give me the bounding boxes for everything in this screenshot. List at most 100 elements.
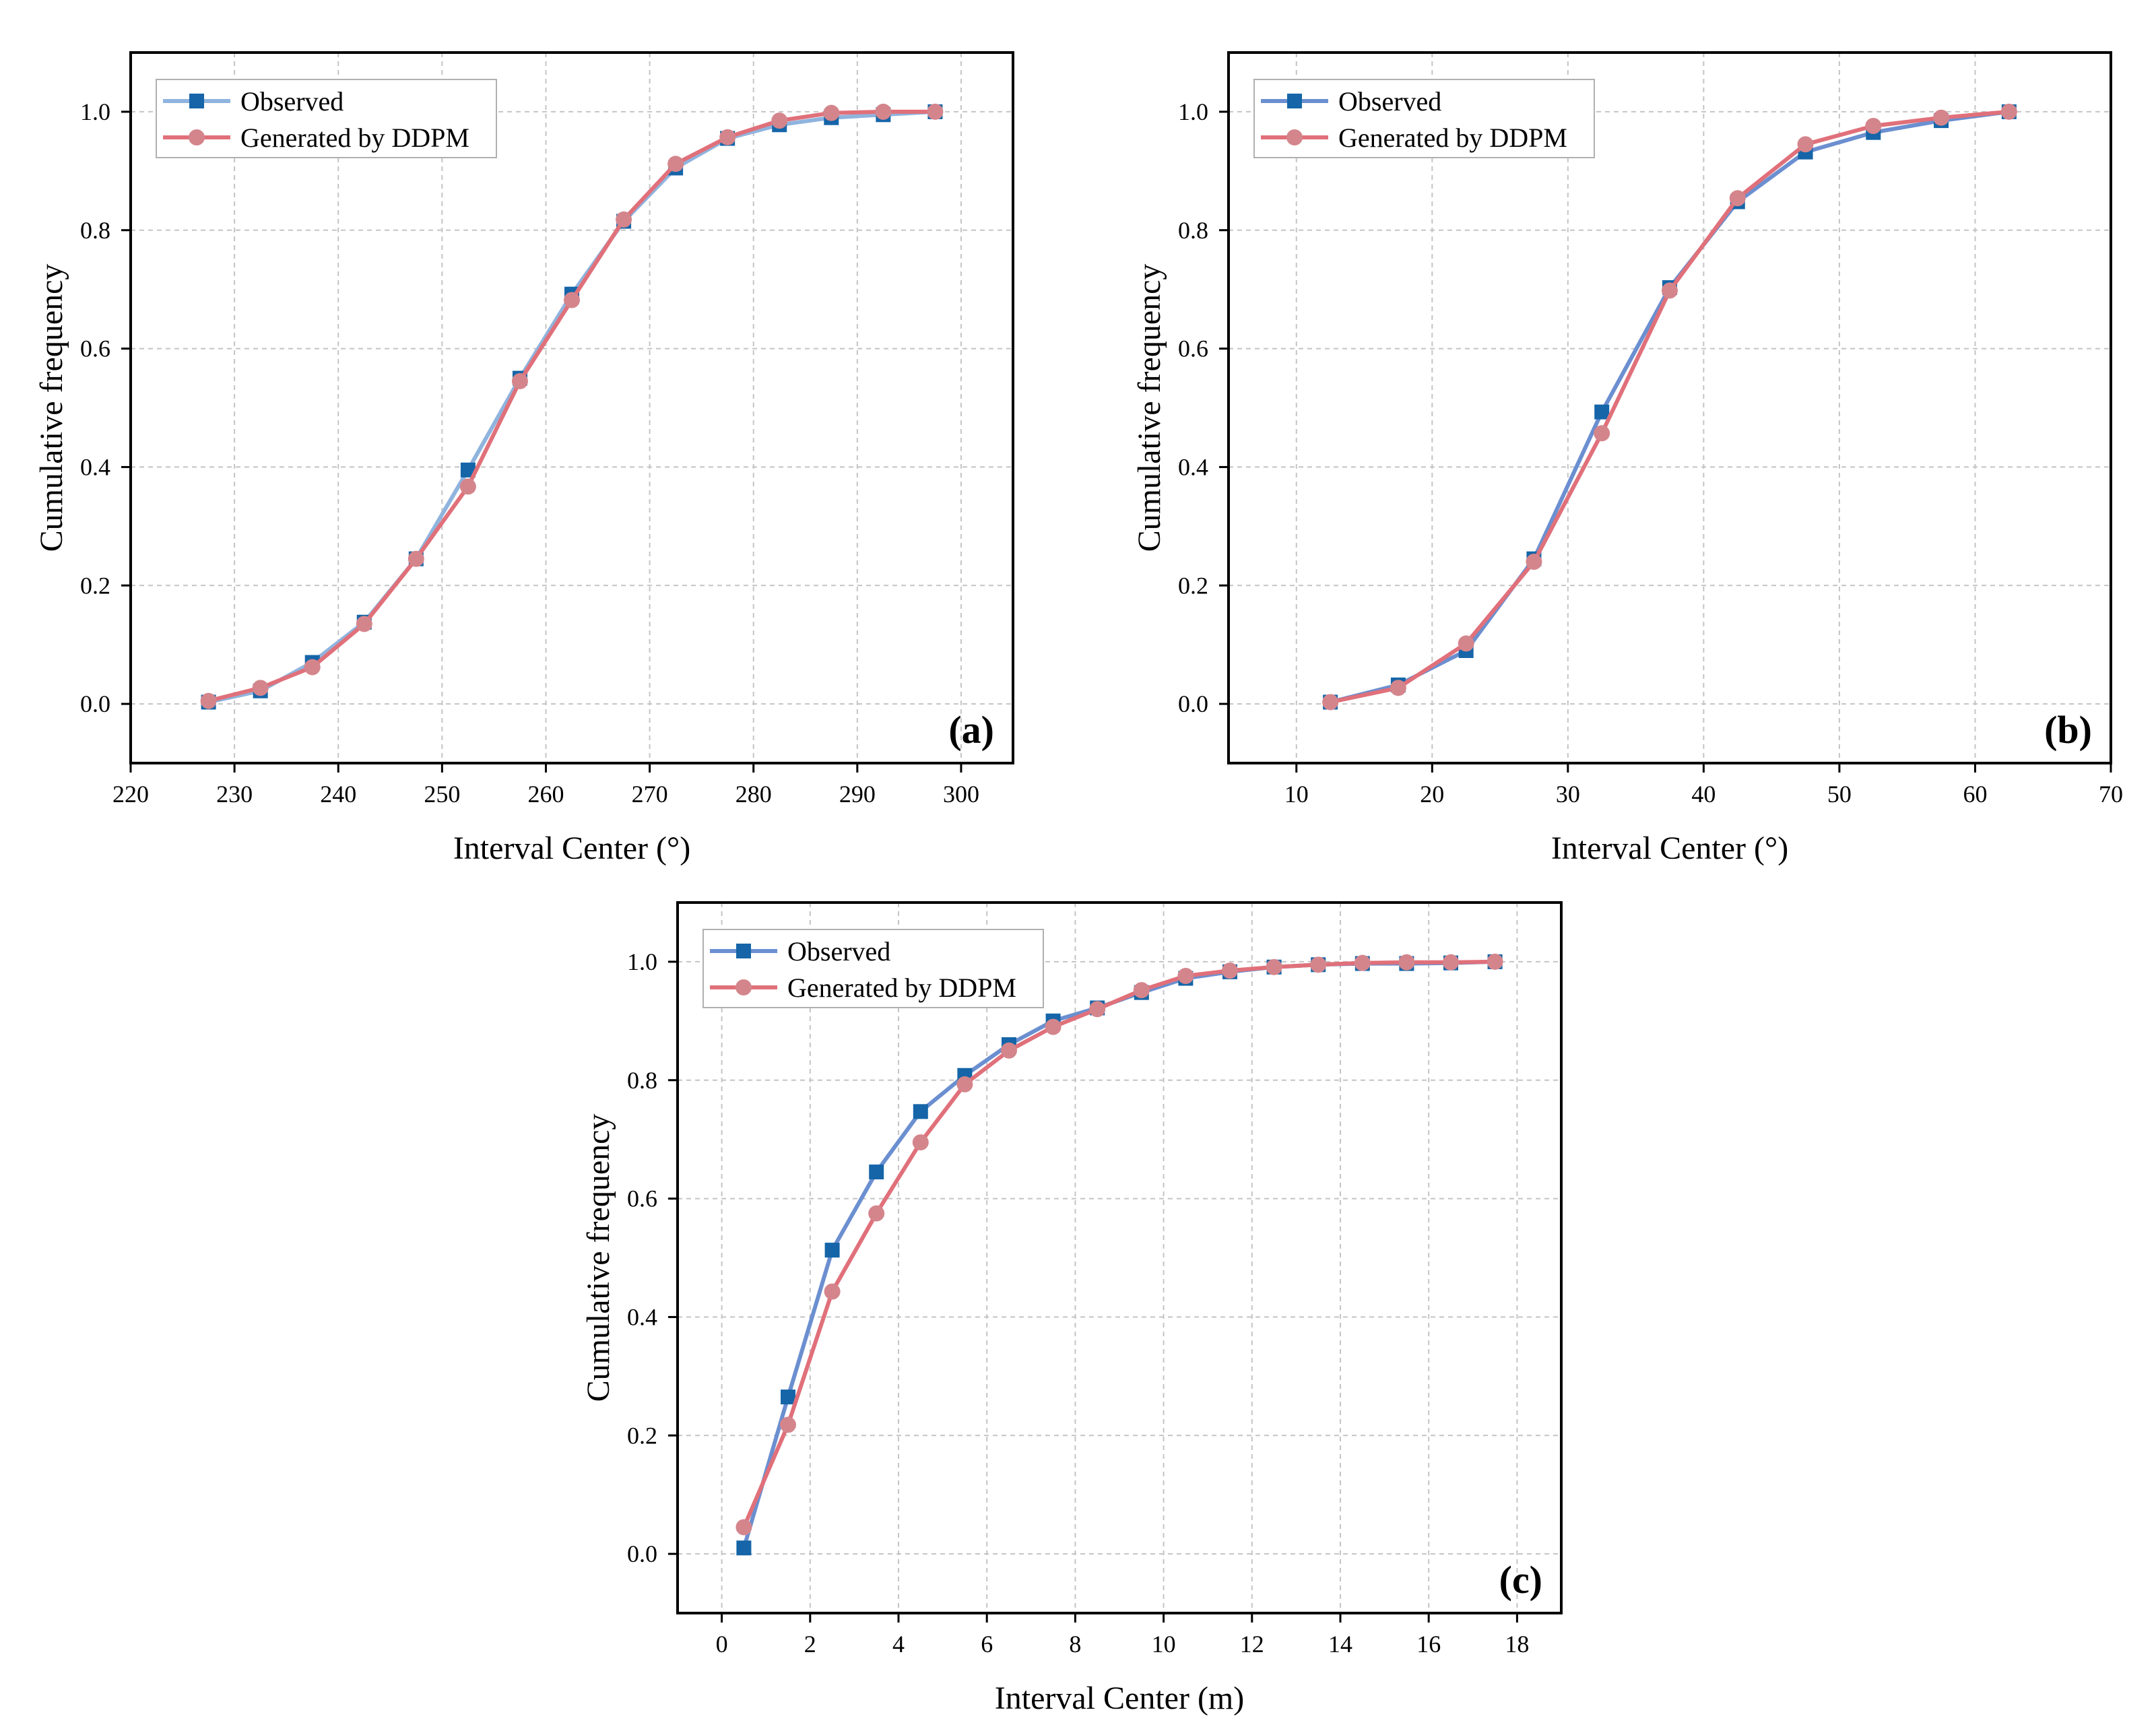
legend-label-observed: Observed [240, 86, 344, 117]
legend: Observed Generated by DDPM [156, 79, 497, 158]
legend-circle-marker [189, 129, 205, 145]
generated-point [912, 1134, 929, 1151]
series-generated [736, 953, 1503, 1536]
x-tick-label: 18 [1505, 1631, 1529, 1658]
chart-panel-a: 220 230 240 250 260 270 280 290 300 0.0 0.2 0.4 0.6 0… [34, 51, 1014, 866]
generated-point [200, 692, 217, 709]
generated-point [780, 1416, 796, 1433]
generated-point [1266, 958, 1282, 975]
y-tick-label: 0.2 [1178, 572, 1208, 599]
generated-point [927, 103, 944, 120]
generated-point [1797, 136, 1814, 153]
generated-point [1089, 1001, 1106, 1018]
x-tick-label: 12 [1240, 1631, 1264, 1658]
x-tick-label: 70 [2099, 781, 2123, 808]
generated-point [1222, 962, 1238, 979]
x-tick-label: 250 [424, 781, 460, 808]
series-generated [200, 103, 944, 709]
legend-square-marker [189, 94, 204, 108]
y-tick-label: 0.6 [627, 1185, 657, 1212]
generated-point [868, 1205, 885, 1222]
x-tick-label: 2 [804, 1631, 816, 1658]
generated-point [771, 112, 788, 129]
generated-point [1729, 190, 1746, 207]
y-tick-label: 0.8 [80, 217, 110, 244]
generated-point [823, 104, 840, 121]
x-tick-label: 220 [112, 781, 149, 808]
legend: Observed Generated by DDPM [1253, 79, 1595, 158]
y-axis-title: Cumulative frequency [1132, 264, 1167, 552]
observed-point [460, 462, 476, 478]
chart-panel-c: 0 2 4 6 8 10 12 14 16 18 0.0 0.2 0.4 0.6 0.8 1.0 Interva… [581, 901, 1563, 1716]
y-tick-label: 0.4 [80, 453, 110, 480]
generated-point [719, 129, 736, 145]
series-generated [1322, 103, 2017, 711]
generated-point [1045, 1018, 1061, 1035]
x-tick-label: 270 [632, 781, 668, 808]
x-tick-label: 6 [981, 1631, 993, 1658]
y-tick-label: 1.0 [80, 98, 110, 125]
generated-point [511, 372, 528, 389]
x-tick-label: 50 [1827, 781, 1852, 808]
y-tick-label: 0.2 [80, 572, 110, 599]
generated-point [1398, 954, 1415, 971]
observed-point [824, 1243, 840, 1258]
generated-point [1177, 968, 1194, 985]
y-tick-label: 0.8 [627, 1067, 657, 1094]
generated-point [1594, 425, 1610, 442]
generated-point [824, 1283, 841, 1300]
generated-point [1933, 109, 1950, 126]
generated-point [1526, 554, 1542, 570]
legend-label-generated: Generated by DDPM [1338, 123, 1567, 153]
generated-point [875, 103, 892, 120]
chart-panel-b: 10 20 30 40 50 60 70 0.0 0.2 0.4 0.6 0.8 1.0 Interval… [1132, 51, 2123, 866]
plot-frame [676, 901, 1563, 1614]
generated-point [1865, 118, 1882, 135]
y-tick-label: 0.4 [1178, 453, 1208, 480]
y-axis-title: Cumulative frequency [34, 264, 69, 552]
legend: Observed Generated by DDPM [703, 929, 1044, 1008]
x-tick-label: 16 [1416, 1631, 1441, 1658]
y-tick-label: 0.0 [1178, 690, 1208, 717]
x-axis-title: Interval Center (m) [995, 1680, 1245, 1716]
y-tick-label: 1.0 [1178, 98, 1208, 125]
x-tick-label: 20 [1420, 781, 1444, 808]
generated-point [356, 616, 372, 632]
x-axis-title: Interval Center (°) [453, 830, 690, 866]
legend-circle-marker [736, 979, 752, 995]
y-tick-label: 0.8 [1178, 217, 1208, 244]
generated-point [2000, 103, 2017, 120]
generated-point [252, 680, 269, 696]
generated-point [564, 292, 580, 308]
x-tick-label: 240 [320, 781, 356, 808]
x-tick-label: 10 [1284, 781, 1309, 808]
grid-lines [1229, 53, 2111, 763]
legend-label-observed: Observed [1338, 86, 1441, 117]
generated-point [1458, 635, 1474, 652]
x-tick-label: 280 [736, 781, 772, 808]
generated-point [736, 1519, 752, 1536]
legend-square-marker [1287, 94, 1302, 108]
legend-label-observed: Observed [787, 936, 890, 967]
grid-lines [678, 903, 1561, 1613]
panel-label: (c) [1499, 1558, 1542, 1602]
y-tick-label: 1.0 [627, 948, 657, 975]
y-tick-label: 0.4 [627, 1303, 657, 1330]
generated-point [1001, 1042, 1017, 1059]
legend-box [156, 79, 497, 158]
x-tick-label: 230 [216, 781, 253, 808]
panel-label: (b) [2044, 708, 2092, 752]
x-tick-label: 300 [943, 781, 979, 808]
y-tick-label: 0.0 [627, 1540, 657, 1567]
legend-label-generated: Generated by DDPM [787, 973, 1016, 1003]
y-tick-label: 0.0 [80, 690, 110, 717]
generated-point [1443, 954, 1459, 971]
x-tick-label: 4 [892, 1631, 905, 1658]
x-tick-label: 0 [716, 1631, 728, 1658]
y-tick-label: 0.6 [80, 335, 110, 362]
observed-point [781, 1389, 795, 1405]
legend-square-marker [736, 944, 751, 958]
y-tick-label: 0.6 [1178, 335, 1208, 362]
observed-point [736, 1540, 752, 1556]
